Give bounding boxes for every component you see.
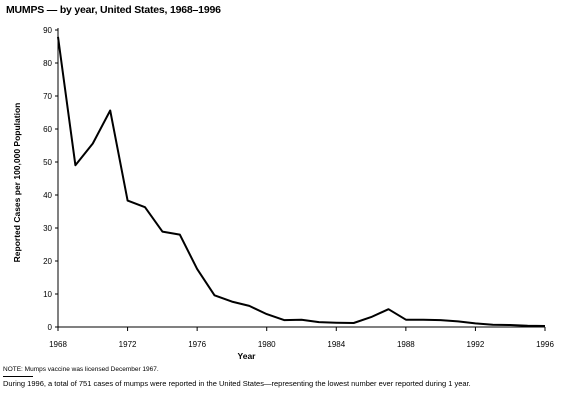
- footnote-divider: [3, 376, 33, 377]
- data-point-1977: [214, 294, 216, 296]
- data-point-1986: [370, 316, 372, 318]
- vaccine-note: NOTE: Mumps vaccine was licensed Decembe…: [3, 366, 159, 373]
- data-point-1993: [492, 324, 494, 326]
- data-point-1974: [161, 231, 163, 233]
- data-point-1970: [92, 143, 94, 145]
- y-tick-label: 80: [43, 59, 52, 68]
- data-point-1984: [335, 322, 337, 324]
- data-point-1971: [109, 110, 111, 112]
- x-axis-title: Year: [238, 351, 257, 361]
- y-tick-label: 20: [43, 257, 52, 266]
- data-point-1983: [318, 321, 320, 323]
- axes-group: [57, 28, 545, 328]
- cases-series-line: [57, 36, 546, 327]
- x-tick-label: 1984: [327, 340, 345, 349]
- y-tick-label: 0: [48, 323, 53, 332]
- data-point-1981: [283, 319, 285, 321]
- data-point-1992: [474, 322, 476, 324]
- data-point-1976: [196, 268, 198, 270]
- data-point-1985: [353, 322, 355, 324]
- data-point-1973: [144, 206, 146, 208]
- x-tick-label: 1988: [397, 340, 415, 349]
- y-tick-label: 40: [43, 191, 52, 200]
- footnote: During 1996, a total of 751 cases of mum…: [3, 379, 471, 388]
- data-point-1968: [57, 36, 59, 38]
- data-point-1969: [74, 164, 76, 166]
- y-axis-title: Reported Cases per 100,000 Population: [12, 103, 22, 263]
- x-axis-title-group: Year: [238, 351, 257, 361]
- data-point-1990: [440, 319, 442, 321]
- data-point-1991: [457, 320, 459, 322]
- data-point-1996: [544, 325, 546, 327]
- x-tick-label: 1976: [188, 340, 206, 349]
- y-tick-label: 70: [43, 92, 52, 101]
- data-point-1972: [127, 200, 129, 202]
- x-tick-label: 1992: [467, 340, 485, 349]
- data-point-1995: [527, 325, 529, 327]
- data-point-1989: [422, 319, 424, 321]
- chart-title: MUMPS — by year, United States, 1968–199…: [6, 4, 221, 16]
- x-tick-label: 1980: [258, 340, 276, 349]
- y-tick-label: 90: [43, 26, 52, 35]
- y-tick-label: 10: [43, 290, 52, 299]
- data-point-1987: [387, 308, 389, 310]
- y-tick-label: 60: [43, 125, 52, 134]
- data-point-1978: [231, 301, 233, 303]
- x-tick-label: 1996: [536, 340, 554, 349]
- x-tick-label: 1968: [49, 340, 67, 349]
- x-tick-label: 1972: [119, 340, 137, 349]
- x-ticks-group: 1968 1972 1976 1980 1984 1988 1992 1996: [49, 327, 554, 349]
- data-point-1988: [405, 319, 407, 321]
- y-axis-title-group: Reported Cases per 100,000 Population: [12, 103, 22, 263]
- data-point-1994: [509, 324, 511, 326]
- data-point-1975: [179, 234, 181, 236]
- y-tick-label: 30: [43, 224, 52, 233]
- data-point-1979: [248, 305, 250, 307]
- data-point-1980: [266, 313, 268, 315]
- data-point-1982: [301, 319, 303, 321]
- y-ticks-group: 0 10 20 30 40 50 60 70 80 90: [43, 26, 58, 332]
- y-tick-label: 50: [43, 158, 52, 167]
- series-group: [57, 36, 546, 327]
